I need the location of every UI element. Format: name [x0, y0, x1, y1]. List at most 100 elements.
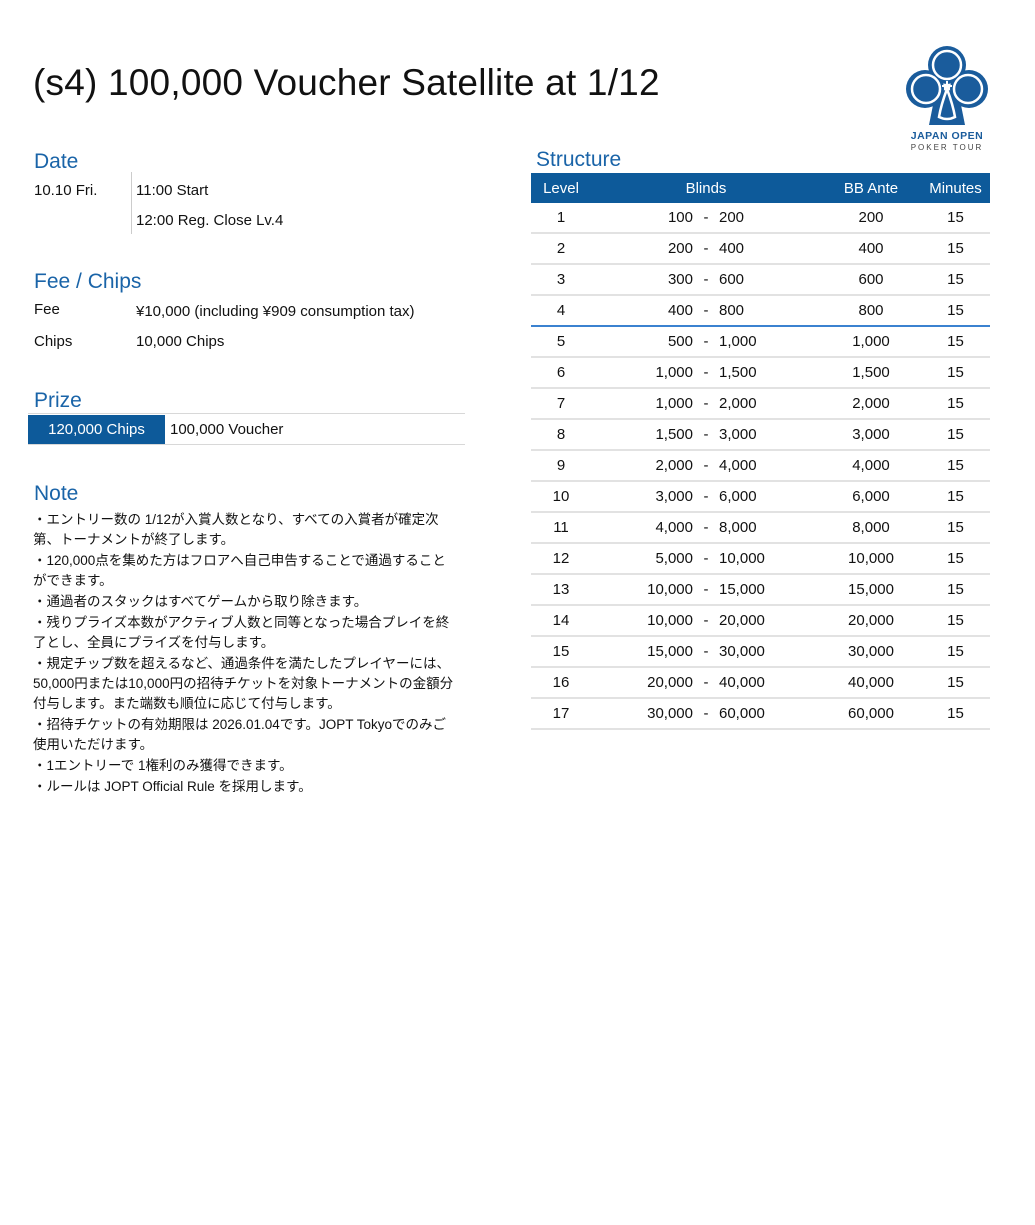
col-minutes: Minutes [921, 173, 990, 203]
col-bb-ante: BB Ante [821, 173, 921, 203]
level-cell: 11 [531, 512, 591, 544]
level-cell: 9 [531, 450, 591, 482]
table-row: 17 30,000-60,000 60,000 15 [531, 698, 990, 730]
big-blind: 400 [719, 240, 745, 257]
blinds-cell: 15,000-30,000 [591, 636, 821, 668]
small-blind: 2,000 [655, 457, 693, 474]
table-row: 7 1,000-2,000 2,000 15 [531, 388, 990, 420]
blinds-cell: 1,000-2,000 [591, 388, 821, 420]
chips-value: 10,000 Chips [136, 333, 225, 350]
bb-ante-cell: 2,000 [821, 388, 921, 420]
minutes-cell: 15 [921, 512, 990, 544]
blind-separator: - [703, 240, 709, 257]
small-blind: 30,000 [647, 705, 693, 722]
big-blind: 2,000 [719, 395, 757, 412]
blinds-cell: 400-800 [591, 295, 821, 327]
blinds-cell: 10,000-15,000 [591, 574, 821, 606]
level-cell: 12 [531, 543, 591, 575]
small-blind: 1,000 [655, 364, 693, 381]
blind-separator: - [703, 612, 709, 629]
blind-separator: - [703, 364, 709, 381]
blind-separator: - [703, 457, 709, 474]
big-blind: 8,000 [719, 519, 757, 536]
table-row: 4 400-800 800 15 [531, 295, 990, 327]
start-time: 11:00 Start [136, 182, 209, 199]
col-level: Level [531, 173, 591, 203]
fee-value: ¥10,000 (including ¥909 consumption tax) [136, 303, 415, 320]
table-row: 11 4,000-8,000 8,000 15 [531, 512, 990, 544]
blinds-cell: 1,500-3,000 [591, 419, 821, 451]
table-row: 10 3,000-6,000 6,000 15 [531, 481, 990, 513]
note-item: ・通過者のスタックはすべてゲームから取り除きます。 [33, 594, 368, 609]
fee-label: Fee [34, 301, 60, 318]
bb-ante-cell: 400 [821, 233, 921, 265]
prize-top-rule [28, 413, 465, 414]
level-cell: 14 [531, 605, 591, 637]
big-blind: 1,000 [719, 333, 757, 350]
bb-ante-cell: 8,000 [821, 512, 921, 544]
minutes-cell: 15 [921, 357, 990, 389]
col-blinds: Blinds [591, 173, 821, 203]
level-cell: 17 [531, 698, 591, 730]
minutes-cell: 15 [921, 543, 990, 575]
bb-ante-cell: 40,000 [821, 667, 921, 699]
date-divider [131, 172, 132, 234]
big-blind: 3,000 [719, 426, 757, 443]
big-blind: 15,000 [719, 581, 765, 598]
prize-bottom-rule [28, 444, 465, 445]
level-cell: 5 [531, 326, 591, 358]
structure-table: Level Blinds BB Ante Minutes 1 100-200 200… [531, 173, 990, 730]
table-row: 2 200-400 400 15 [531, 233, 990, 265]
big-blind: 4,000 [719, 457, 757, 474]
blind-separator: - [703, 488, 709, 505]
minutes-cell: 15 [921, 667, 990, 699]
page-title: (s4) 100,000 Voucher Satellite at 1/12 [33, 62, 660, 103]
level-cell: 4 [531, 295, 591, 327]
blinds-cell: 20,000-40,000 [591, 667, 821, 699]
bb-ante-cell: 10,000 [821, 543, 921, 575]
note-item: ・残りプライズ本数がアクティブ人数と同等となった場合プレイを終了とし、全員にプラ… [33, 615, 450, 650]
table-row: 16 20,000-40,000 40,000 15 [531, 667, 990, 699]
date-heading: Date [34, 150, 79, 173]
bb-ante-cell: 200 [821, 203, 921, 234]
small-blind: 300 [667, 271, 693, 288]
note-item: ・1エントリーで 1権利のみ獲得できます。 [33, 758, 293, 773]
note-item: ・規定チップ数を超えるなど、通過条件を満たしたプレイヤーには、50,000円また… [33, 656, 454, 711]
big-blind: 20,000 [719, 612, 765, 629]
blind-separator: - [703, 271, 709, 288]
blinds-cell: 500-1,000 [591, 326, 821, 358]
reg-close-time: 12:00 Reg. Close Lv.4 [136, 212, 284, 229]
prize-reward: 100,000 Voucher [170, 421, 284, 438]
bb-ante-cell: 20,000 [821, 605, 921, 637]
level-cell: 6 [531, 357, 591, 389]
minutes-cell: 15 [921, 419, 990, 451]
bb-ante-cell: 1,500 [821, 357, 921, 389]
table-row: 12 5,000-10,000 10,000 15 [531, 543, 990, 575]
minutes-cell: 15 [921, 481, 990, 513]
note-item: ・120,000点を集めた方はフロアへ自己申告することで通過することができます。 [33, 553, 446, 588]
bb-ante-cell: 800 [821, 295, 921, 327]
big-blind: 6,000 [719, 488, 757, 505]
structure-header-row: Level Blinds BB Ante Minutes [531, 173, 990, 203]
bb-ante-cell: 600 [821, 264, 921, 296]
blinds-cell: 300-600 [591, 264, 821, 296]
level-cell: 13 [531, 574, 591, 606]
structure-heading: Structure [536, 148, 622, 171]
blind-separator: - [703, 581, 709, 598]
blind-separator: - [703, 333, 709, 350]
table-row: 14 10,000-20,000 20,000 15 [531, 605, 990, 637]
table-row: 5 500-1,000 1,000 15 [531, 326, 990, 358]
minutes-cell: 15 [921, 203, 990, 234]
prize-heading: Prize [34, 389, 82, 412]
big-blind: 1,500 [719, 364, 757, 381]
note-item: ・招待チケットの有効期限は 2026.01.04です。JOPT Tokyoでのみ… [33, 717, 446, 752]
fee-chips-heading: Fee / Chips [34, 270, 142, 293]
small-blind: 4,000 [655, 519, 693, 536]
blind-separator: - [703, 674, 709, 691]
level-cell: 3 [531, 264, 591, 296]
small-blind: 3,000 [655, 488, 693, 505]
note-list: ・エントリー数の 1/12が入賞人数となり、すべての入賞者が確定次第、トーナメン… [33, 510, 458, 798]
big-blind: 10,000 [719, 550, 765, 567]
small-blind: 100 [667, 209, 693, 226]
small-blind: 1,000 [655, 395, 693, 412]
